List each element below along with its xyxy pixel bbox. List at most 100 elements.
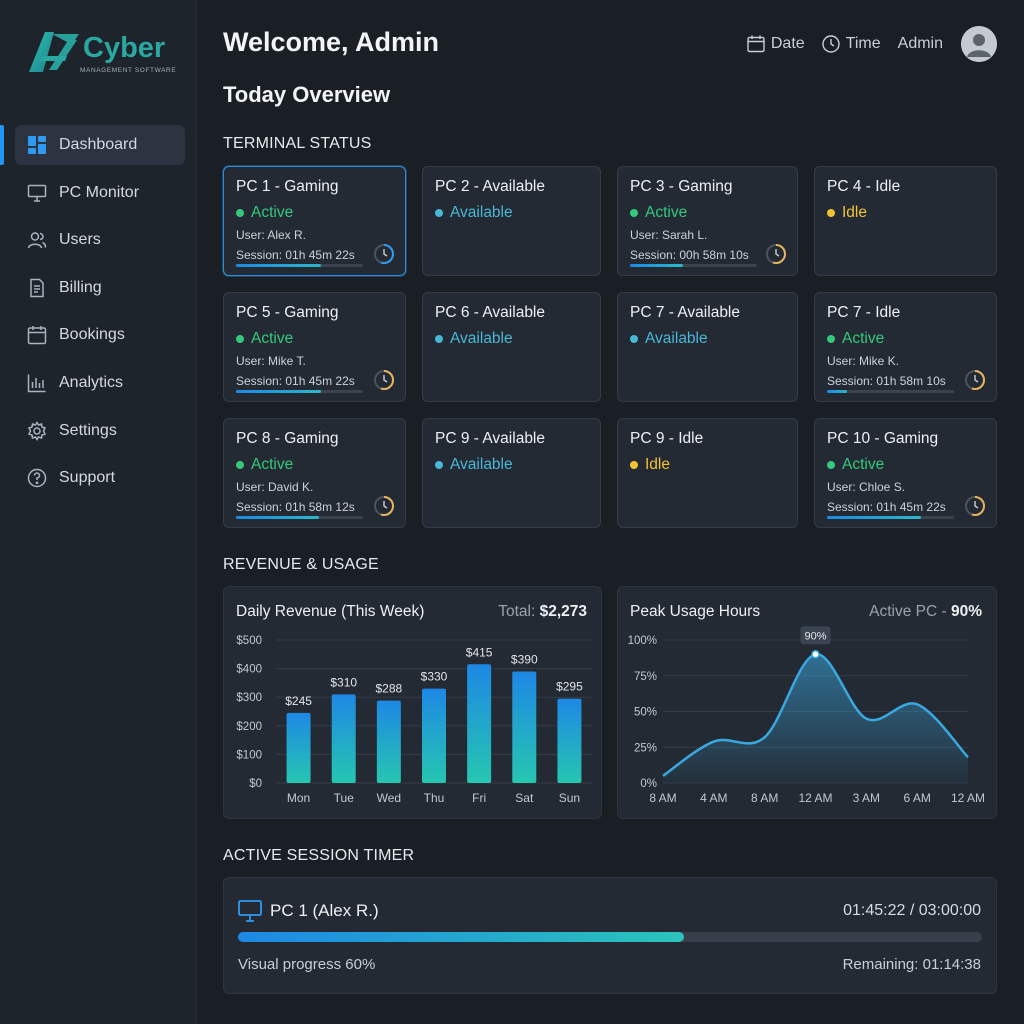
sidebar-item-label: Billing [59,278,102,296]
session-progress-bar [827,516,954,519]
terminal-status: Idle [630,456,785,474]
timer-icon[interactable] [373,369,395,391]
bar [422,688,446,783]
y-tick-label: 0% [640,778,657,790]
y-tick-label: $300 [236,692,262,704]
sidebar-item-settings[interactable]: Settings [0,411,197,451]
status-dot [827,461,835,469]
timer-icon[interactable] [765,243,787,265]
terminal-card[interactable]: PC 8 - Gaming Active User: David K. Session… [223,418,406,528]
terminal-name: PC 9 - Idle [630,430,704,447]
x-tick-label: 8 AM [751,791,778,805]
app-logo[interactable]: Cyber MANAGEMENT SOFTWARE [27,26,177,78]
bar [557,698,582,783]
terminal-name: PC 3 - Gaming [630,178,733,195]
terminal-card[interactable]: PC 10 - Gaming Active User: Chloe S. Sessio… [814,418,997,528]
session-progress-fill [236,390,322,393]
terminal-status: Active [236,204,393,222]
terminal-card[interactable]: PC 4 - Idle Idle [814,166,997,276]
terminal-session: Session: 01h 45m 22s [236,374,355,388]
sidebar-nav: Dashboard PC Monitor Users Billing Booki… [0,125,197,506]
terminal-name: PC 8 - Gaming [236,430,339,447]
x-tick-label: 12 AM [798,791,832,805]
x-tick-label: Thu [424,791,445,805]
terminal-card[interactable]: PC 2 - Available Available [422,166,601,276]
usage-metric: Active PC - 90% [869,603,982,621]
terminal-card[interactable]: PC 7 - Idle Active User: Mike K. Session: 0… [814,292,997,402]
data-label: $295 [556,680,583,694]
status-dot [630,335,638,343]
header-controls: Date Time Admin [730,26,997,62]
usage-panel-title: Peak Usage Hours [630,603,761,620]
session-progress-fill [238,932,685,942]
usage-metric-label: Active PC - [869,603,947,620]
terminal-name: PC 6 - Available [435,304,545,321]
terminal-status: Active [630,204,785,222]
sidebar-item-users[interactable]: Users [0,220,197,260]
sidebar-item-label: Settings [59,421,117,439]
sidebar-item-label: Bookings [59,326,125,344]
sidebar-item-bookings[interactable]: Bookings [0,315,197,355]
status-label: Idle [645,456,670,473]
usage-area-chart: 0% 25% 50% 75% 100% 8 AM 4 AM 8 AM 12 AM 3 AM 6 AM… [628,626,985,805]
terminal-card[interactable]: PC 1 - Gaming Active User: Alex R. Session:… [223,166,406,276]
terminal-card[interactable]: PC 5 - Gaming Active User: Mike T. Session:… [223,292,406,402]
user-menu[interactable]: Admin [898,35,943,53]
y-tick-label: $100 [236,749,262,761]
session-progress-bar [827,390,954,393]
terminal-card[interactable]: PC 3 - Gaming Active User: Sarah L. Session… [617,166,798,276]
terminal-user: User: David K. [236,480,314,494]
time-button[interactable]: Time [821,35,881,53]
status-label: Active [842,456,885,473]
session-progress-bar [238,932,982,942]
status-label: Active [251,330,294,347]
timer-icon[interactable] [373,243,395,265]
terminal-name: PC 7 - Available [630,304,740,321]
timer-icon[interactable] [964,495,986,517]
revenue-total: Total: $2,273 [498,603,587,621]
session-pc-label: PC 1 (Alex R.) [270,901,379,920]
terminal-card[interactable]: PC 9 - Idle Idle [617,418,798,528]
session-progress-fill [827,516,921,519]
monitor-icon [27,184,47,202]
terminal-card[interactable]: PC 7 - Available Available [617,292,798,402]
session-timer-panel: PC 1 (Alex R.) 01:45:22 / 03:00:00 Visua… [223,877,997,994]
timer-icon[interactable] [964,369,986,391]
peak-label: 90% [804,630,826,642]
terminal-user: User: Mike T. [236,354,306,368]
users-icon [27,232,47,249]
help-icon [27,468,47,488]
status-dot [630,209,638,217]
session-progress-bar [630,264,757,267]
terminal-card[interactable]: PC 6 - Available Available [422,292,601,402]
date-button[interactable]: Date [747,35,805,53]
x-tick-label: Fri [472,791,486,805]
timer-icon[interactable] [373,495,395,517]
status-dot [236,461,244,469]
avatar[interactable] [961,26,997,62]
clock-icon [821,35,840,53]
sidebar-item-pc-monitor[interactable]: PC Monitor [0,173,197,213]
sidebar-item-billing[interactable]: Billing [0,268,197,308]
terminal-status: Idle [827,204,984,222]
x-tick-label: 8 AM [649,791,676,805]
y-tick-label: 75% [634,671,657,683]
sidebar-item-dashboard[interactable]: Dashboard [15,125,185,165]
session-progress-bar [236,390,363,393]
bar [376,700,401,783]
session-progress-fill [827,390,848,393]
analytics-icon [27,374,46,393]
terminal-user: User: Alex R. [236,228,307,242]
sidebar-item-support[interactable]: Support [0,458,197,498]
sidebar-item-analytics[interactable]: Analytics [0,363,197,403]
logo-mark-icon [29,32,79,72]
area-fill [663,654,968,783]
terminal-card[interactable]: PC 9 - Available Available [422,418,601,528]
logo-tagline: MANAGEMENT SOFTWARE [80,67,177,74]
calendar-icon [27,326,47,345]
terminal-status: Available [435,330,588,348]
y-tick-label: $200 [236,721,262,733]
terminal-status: Active [827,330,984,348]
sidebar-item-label: Analytics [59,373,124,391]
time-label: Time [845,35,881,52]
